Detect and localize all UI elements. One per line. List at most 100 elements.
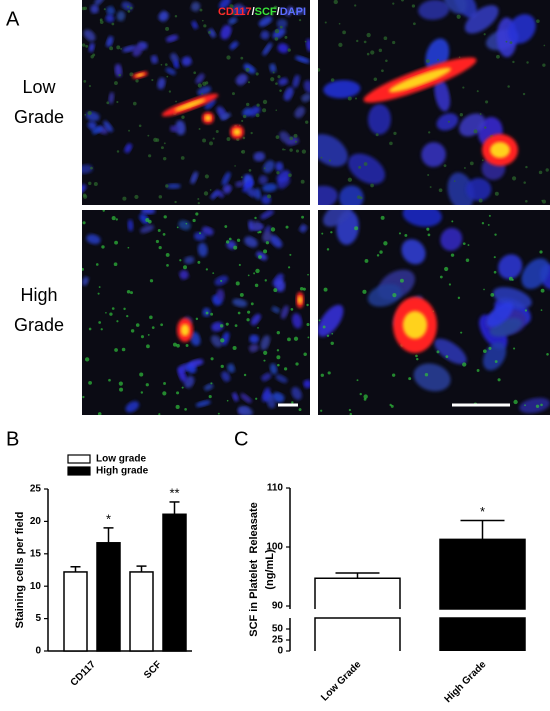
fiber bbox=[199, 8, 203, 12]
fiber bbox=[276, 171, 280, 175]
fiber bbox=[174, 200, 177, 204]
fiber bbox=[205, 268, 208, 271]
nucleus bbox=[318, 134, 348, 167]
fiber bbox=[456, 14, 461, 19]
fiber bbox=[496, 54, 500, 59]
nucleus bbox=[295, 55, 310, 64]
fiber bbox=[83, 80, 87, 83]
nucleus bbox=[204, 98, 216, 110]
stain-part: DAPI bbox=[280, 6, 306, 18]
fiber bbox=[101, 245, 105, 249]
fiber bbox=[494, 233, 497, 236]
fiber bbox=[145, 383, 149, 387]
fiber bbox=[363, 162, 368, 166]
fiber bbox=[160, 63, 163, 66]
fiber bbox=[287, 266, 291, 269]
fiber bbox=[473, 129, 478, 134]
nucleus bbox=[421, 142, 446, 168]
fiber bbox=[398, 232, 402, 235]
fiber bbox=[542, 63, 546, 67]
fiber bbox=[100, 328, 103, 331]
fiber bbox=[164, 63, 168, 66]
fiber bbox=[401, 0, 404, 2]
fiber bbox=[82, 43, 86, 47]
y-tick-label: 100 bbox=[266, 542, 283, 553]
fiber bbox=[404, 233, 408, 237]
fiber bbox=[247, 274, 250, 277]
fiber bbox=[254, 216, 257, 220]
fiber bbox=[263, 350, 268, 355]
fiber bbox=[240, 176, 243, 179]
fiber bbox=[116, 150, 120, 153]
fiber bbox=[330, 231, 333, 234]
fiber bbox=[160, 323, 164, 327]
nucleus bbox=[521, 258, 550, 290]
fiber bbox=[383, 241, 388, 246]
fiber bbox=[210, 382, 213, 385]
nucleus bbox=[169, 125, 179, 133]
fiber bbox=[247, 310, 251, 314]
fiber bbox=[298, 408, 302, 412]
fiber bbox=[270, 12, 274, 16]
fiber bbox=[140, 335, 144, 339]
fiber bbox=[479, 113, 482, 115]
nucleus bbox=[240, 393, 252, 403]
nucleus bbox=[193, 231, 206, 241]
fiber bbox=[128, 129, 130, 132]
fiber bbox=[494, 191, 499, 196]
fiber bbox=[246, 318, 250, 322]
fiber bbox=[88, 380, 92, 385]
fiber bbox=[488, 346, 492, 350]
fiber bbox=[130, 291, 133, 295]
nucleus bbox=[190, 331, 201, 346]
nucleus bbox=[299, 224, 308, 233]
nucleus bbox=[132, 44, 144, 57]
nucleus bbox=[254, 188, 262, 200]
fiber bbox=[378, 48, 383, 53]
fiber bbox=[246, 102, 250, 107]
fiber bbox=[209, 141, 213, 146]
fiber bbox=[113, 262, 118, 267]
fiber bbox=[87, 110, 92, 116]
fiber bbox=[95, 263, 99, 266]
fiber bbox=[285, 225, 289, 229]
fiber bbox=[301, 215, 304, 219]
nucleus bbox=[108, 92, 115, 105]
nucleus bbox=[158, 11, 169, 22]
fiber bbox=[392, 40, 396, 45]
nucleus bbox=[261, 372, 272, 382]
fiber bbox=[192, 218, 196, 223]
fiber bbox=[116, 100, 119, 104]
nucleus bbox=[465, 178, 492, 201]
fiber bbox=[109, 312, 113, 316]
fiber bbox=[264, 279, 267, 282]
fiber bbox=[342, 30, 346, 35]
nucleus bbox=[434, 338, 467, 365]
bar bbox=[162, 513, 187, 652]
fiber bbox=[199, 232, 201, 235]
fiber bbox=[307, 273, 309, 276]
fiber bbox=[493, 256, 496, 259]
fiber bbox=[276, 355, 281, 360]
nucleus bbox=[507, 14, 536, 44]
fiber bbox=[210, 312, 214, 316]
fiber bbox=[184, 408, 187, 411]
fiber bbox=[257, 327, 259, 329]
y-tick-label: 25 bbox=[30, 484, 42, 495]
fiber bbox=[220, 279, 223, 282]
fiber bbox=[204, 174, 209, 179]
fiber bbox=[134, 194, 139, 200]
nucleus bbox=[401, 239, 426, 265]
fiber bbox=[366, 52, 370, 56]
fiber bbox=[307, 336, 310, 339]
fiber bbox=[105, 311, 107, 314]
fiber bbox=[118, 381, 123, 386]
nucleus bbox=[275, 279, 286, 292]
nucleus bbox=[82, 164, 93, 174]
fiber bbox=[543, 44, 546, 47]
fiber bbox=[263, 249, 268, 254]
fiber bbox=[274, 29, 280, 34]
fiber bbox=[123, 307, 126, 311]
fiber bbox=[98, 286, 101, 288]
stain-signal bbox=[204, 115, 212, 121]
